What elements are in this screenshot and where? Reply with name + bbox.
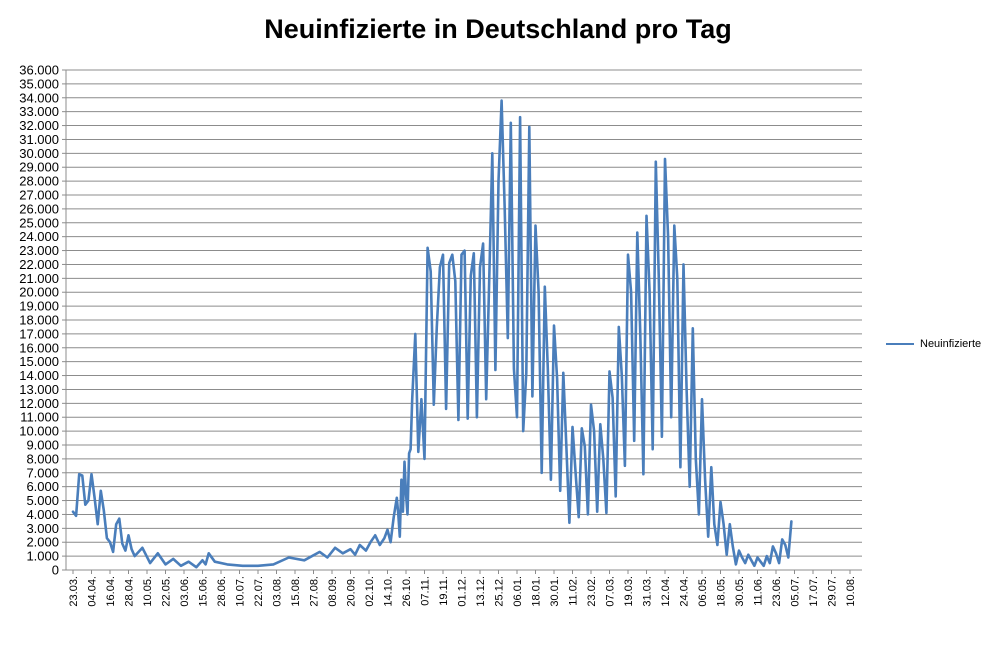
y-tick-label: 2.000 <box>26 535 59 550</box>
x-tick-label: 07.03. <box>605 576 617 607</box>
x-tick-label: 12.04. <box>660 576 672 607</box>
y-tick-label: 26.000 <box>19 201 59 216</box>
y-tick-label: 35.000 <box>19 76 59 91</box>
x-axis-ticks: 23.03. 04.04. 16.04. 28.04. 10.05. 22.05. 03.0… <box>68 570 857 607</box>
y-tick-label: 20.000 <box>19 285 59 300</box>
x-tick-label: 28.06. <box>216 576 228 607</box>
x-tick-label: 22.05. <box>161 576 173 607</box>
y-tick-label: 23.000 <box>19 243 59 258</box>
y-tick-label: 25.000 <box>19 215 59 230</box>
y-tick-label: 29.000 <box>19 160 59 175</box>
y-tick-label: 5.000 <box>26 493 59 508</box>
y-tick-label: 22.000 <box>19 257 59 272</box>
x-tick-label: 06.01. <box>512 576 524 607</box>
x-tick-label: 26.10. <box>401 576 413 607</box>
chart-title: Neuinfizierte in Deutschland pro Tag <box>264 14 732 44</box>
x-tick-label: 23.03. <box>68 576 80 607</box>
x-tick-label: 11.02. <box>568 576 580 606</box>
x-tick-label: 10.08. <box>845 576 857 607</box>
x-tick-label: 18.01. <box>531 576 543 607</box>
x-tick-label: 31.03. <box>642 576 654 607</box>
y-tick-label: 16.000 <box>19 340 59 355</box>
x-tick-label: 16.04. <box>105 576 117 607</box>
y-tick-label: 0 <box>52 563 59 578</box>
y-tick-label: 24.000 <box>19 229 59 244</box>
x-tick-label: 08.09. <box>327 576 339 607</box>
x-tick-label: 23.06. <box>771 576 783 607</box>
x-tick-label: 24.04. <box>679 576 691 607</box>
x-tick-label: 11.06. <box>753 576 765 606</box>
y-tick-label: 6.000 <box>26 479 59 494</box>
x-tick-label: 19.11. <box>438 576 450 606</box>
y-tick-label: 9.000 <box>26 438 59 453</box>
y-tick-label: 33.000 <box>19 104 59 119</box>
y-tick-label: 18.000 <box>19 313 59 328</box>
y-tick-label: 17.000 <box>19 326 59 341</box>
y-tick-label: 12.000 <box>19 396 59 411</box>
x-tick-label: 17.07. <box>808 576 820 607</box>
y-tick-label: 36.000 <box>19 63 59 78</box>
y-tick-label: 14.000 <box>19 368 59 383</box>
x-tick-label: 30.01. <box>549 576 561 607</box>
legend-swatch <box>886 343 914 345</box>
y-tick-label: 10.000 <box>19 424 59 439</box>
x-tick-label: 15.08. <box>290 576 302 607</box>
y-tick-label: 15.000 <box>19 354 59 369</box>
legend-label: Neuinfizierte <box>920 338 982 350</box>
x-tick-label: 01.12. <box>457 576 469 607</box>
y-tick-label: 21.000 <box>19 271 59 286</box>
x-tick-label: 30.05. <box>734 576 746 607</box>
x-tick-label: 20.09. <box>346 576 358 607</box>
y-tick-label: 19.000 <box>19 299 59 314</box>
x-tick-label: 14.10. <box>383 576 395 607</box>
x-tick-label: 10.07. <box>235 576 247 607</box>
y-tick-label: 34.000 <box>19 90 59 105</box>
x-tick-label: 23.02. <box>586 576 598 607</box>
grid-lines <box>66 69 862 557</box>
y-tick-label: 7.000 <box>26 465 59 480</box>
x-tick-label: 04.04. <box>87 576 99 607</box>
x-tick-label: 18.05. <box>716 576 728 607</box>
y-tick-label: 8.000 <box>26 451 59 466</box>
x-tick-label: 06.05. <box>697 576 709 607</box>
x-tick-label: 03.06. <box>179 576 191 607</box>
series-line-neuinfizierte <box>71 99 793 569</box>
x-tick-label: 02.10. <box>364 576 376 607</box>
x-tick-label: 22.07. <box>253 576 265 607</box>
y-tick-label: 13.000 <box>19 382 59 397</box>
y-tick-label: 32.000 <box>19 118 59 133</box>
y-tick-label: 1.000 <box>26 549 59 564</box>
y-tick-label: 11.000 <box>20 410 59 425</box>
y-tick-label: 28.000 <box>19 174 59 189</box>
legend: Neuinfizierte <box>886 338 981 350</box>
x-tick-label: 03.08. <box>272 576 284 607</box>
x-tick-label: 15.06. <box>198 576 210 607</box>
x-tick-label: 07.11. <box>420 576 432 606</box>
y-tick-label: 3.000 <box>26 521 59 536</box>
x-tick-label: 29.07. <box>827 576 839 607</box>
y-tick-label: 27.000 <box>19 188 59 203</box>
x-tick-label: 27.08. <box>309 576 321 607</box>
y-tick-label: 31.000 <box>19 132 59 147</box>
y-tick-label: 30.000 <box>19 146 59 161</box>
axes <box>65 70 862 571</box>
x-tick-label: 25.12. <box>494 576 506 607</box>
y-axis-ticks: 01.0002.0003.0004.0005.0006.0007.0008.00… <box>19 63 66 578</box>
y-tick-label: 4.000 <box>26 507 59 522</box>
series-layer <box>71 99 793 569</box>
x-tick-label: 05.07. <box>790 576 802 607</box>
x-tick-label: 28.04. <box>124 576 136 607</box>
x-tick-label: 19.03. <box>623 576 635 607</box>
x-tick-label: 13.12. <box>475 576 487 607</box>
x-tick-label: 10.05. <box>142 576 154 607</box>
